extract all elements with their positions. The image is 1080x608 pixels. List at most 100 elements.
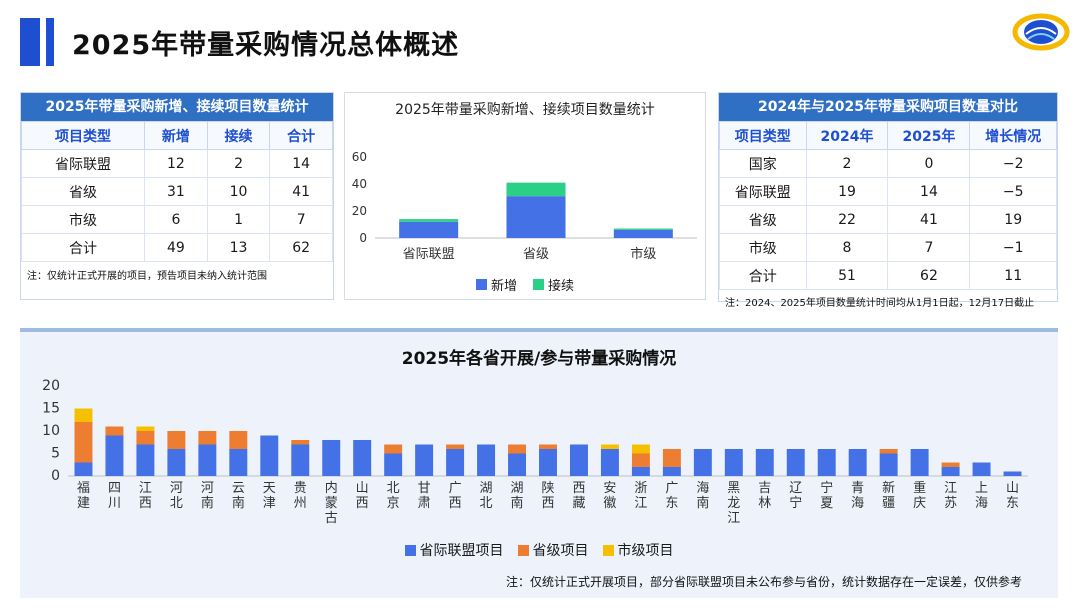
x-category-label: 安 [603,481,616,496]
bar-segment [941,462,960,467]
x-category-label: 蒙 [325,496,338,511]
bar-segment [1003,471,1022,476]
x-category-label: 广 [449,481,462,496]
table-cell: 62 [887,261,971,290]
table-row: 合计 49 13 62 [20,233,333,262]
table-cell: 国家 [719,149,807,178]
x-category-label: 西 [356,496,369,511]
x-category-label: 庆 [913,496,926,511]
x-category-label: 河 [170,481,183,496]
x-category-label: 内 [325,480,338,496]
table-cell: −2 [969,149,1057,178]
legend-label: 接续 [548,279,575,294]
table-cell: 2 [206,149,271,178]
table-cell: 31 [144,177,208,206]
table-row: 省级 22 41 19 [719,205,1057,234]
bar-segment [506,196,566,238]
legend-item: 市级项目 [602,540,674,560]
table-cell: 10 [206,177,271,206]
x-category-label: 山 [1006,481,1019,496]
x-category-label: 上 [975,481,988,496]
table-row: 省级 31 10 41 [20,177,333,206]
bar-segment [399,219,459,222]
table-cell: 0 [887,149,971,178]
bar-segment [446,444,465,449]
table-cell: 14 [887,177,971,206]
bar-segment [74,462,93,476]
y-tick-label: 10 [42,423,60,439]
year-compare-table-header: 2024年与2025年带量采购项目数量对比 [719,93,1057,121]
x-category-label: 北 [170,496,183,511]
table-cell: −5 [969,177,1057,206]
bar-segment [600,444,619,449]
table-cell: 8 [805,233,889,262]
column-header: 接续 [206,121,271,150]
table-row: 市级 8 7 −1 [719,233,1057,262]
column-header: 2025年 [887,121,971,150]
table-cell: 省际联盟 [719,177,807,206]
x-category-label: 古 [325,511,338,526]
x-category-label: 江 [944,481,957,496]
x-category-label: 夏 [820,496,833,511]
x-category-label: 京 [387,496,400,511]
table-cell: 合计 [719,261,807,290]
x-category-label: 林 [758,496,771,511]
bar-segment [693,449,712,476]
x-category-label: 北 [480,496,493,511]
legend-swatch [517,544,529,556]
y-tick-label: 5 [51,446,60,462]
bar-segment [508,453,527,476]
x-category-label: 重 [913,480,926,496]
x-category-label: 省级 [523,247,549,262]
bar-segment [613,228,673,230]
bar-segment [506,182,566,197]
page-header: 2025年带量采购情况总体概述 [20,18,459,66]
y-tick-label: 15 [42,401,60,417]
x-category-label: 山 [356,481,369,496]
x-category-label: 贵 [294,481,307,496]
bar-segment [817,449,836,476]
bar-segment [198,431,217,445]
new-renew-bar-chart: 0 20 40 60 省际联盟 省级 市级 [352,150,697,262]
table-header-row: 项目类型 2024年 2025年 增长情况 [719,121,1057,150]
x-category-label: 海 [696,481,709,496]
x-category-label: 徽 [603,496,616,511]
bar-segment [167,431,186,449]
table-cell: 51 [805,261,889,290]
bar-segment [167,449,186,476]
x-category-label: 东 [1006,496,1019,511]
legend-item: 接续 [533,275,574,294]
y-tick-label: 20 [352,204,367,218]
bar-segment [613,229,673,238]
y-tick-label: 0 [359,231,367,245]
x-category-label: 湖 [511,481,524,496]
bar-segment [539,449,557,476]
x-category-label: 宁 [820,480,833,496]
table-cell: 6 [144,205,208,234]
x-category-label: 南 [232,495,245,511]
x-category-label: 东 [665,496,678,511]
x-category-label: 辽 [789,481,802,496]
x-category-label: 天 [263,481,276,496]
table-cell: 62 [269,233,333,262]
bar-segment [786,449,805,476]
legend-swatch [533,279,544,290]
bar-segment [972,462,991,476]
x-category-label: 海 [851,496,864,511]
table-row: 省际联盟 19 14 −5 [719,177,1057,206]
bar-segment [399,221,459,238]
x-category-label: 南 [696,495,709,511]
legend-label: 省级项目 [532,543,589,559]
table-cell: 合计 [20,233,146,262]
column-header: 2024年 [805,121,889,150]
x-category-label: 建 [77,496,90,511]
x-category-label: 青 [851,481,864,496]
bar-segment [291,444,310,476]
table-header-row: 项目类型 新增 接续 合计 [20,121,333,150]
page-title: 2025年带量采购情况总体概述 [72,29,460,61]
x-category-label: 龙 [727,496,740,511]
x-category-label: 甘 [418,481,431,496]
new-renew-table: 项目类型 新增 接续 合计 省际联盟 12 2 14 省级 31 10 41 市… [20,121,333,262]
bar-segment [105,435,124,476]
bar-segment [477,444,496,476]
